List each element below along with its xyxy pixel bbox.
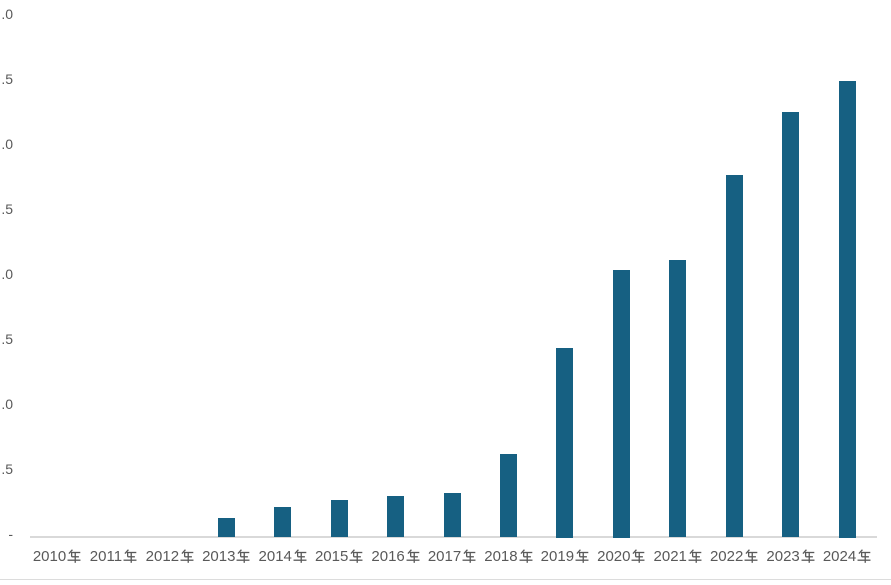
bar-2013年 [217, 517, 235, 538]
x-tick-year-text: 2024 [822, 548, 857, 565]
year-kanji-glyph [632, 549, 645, 563]
year-kanji-glyph [67, 549, 81, 563]
x-tick-year-text: 2013 [202, 548, 236, 565]
bar-2021年 [669, 260, 687, 538]
x-tick-label-2011年: 2011 [85, 547, 141, 566]
year-kanji-glyph [462, 549, 476, 563]
x-tick-label-2014年: 2014 [255, 547, 311, 566]
year-kanji-glyph [180, 549, 194, 563]
x-tick-label-2024年: 2024 [819, 547, 875, 566]
x-tick-label-2018年: 2018 [480, 547, 536, 566]
x-tick-label-2021年: 2021 [650, 547, 706, 566]
bar-2022年 [725, 174, 743, 538]
bar-2015年 [330, 499, 348, 538]
y-tick-label-0: - [8, 526, 13, 542]
bar-2024年 [838, 81, 856, 538]
x-tick-year-text: 2010 [32, 548, 67, 565]
year-kanji-glyph [744, 549, 758, 563]
year-kanji-glyph [857, 549, 871, 563]
bar-2023年 [782, 112, 800, 538]
bar-2014年 [274, 507, 292, 538]
bar-2018年 [499, 454, 517, 538]
x-tick-year-text: 2017 [427, 548, 462, 565]
bar-2019年 [556, 347, 574, 538]
bar-2017年 [443, 493, 461, 538]
y-tick-label-3.5: .5 [1, 71, 13, 87]
x-tick-label-2012年: 2012 [142, 547, 198, 566]
year-kanji-glyph [519, 549, 533, 563]
y-tick-label-3: .0 [1, 136, 13, 152]
y-tick-label-1.5: .5 [1, 331, 13, 347]
x-tick-year-text: 2014 [258, 548, 292, 565]
x-tick-year-text: 2022 [709, 548, 744, 565]
x-tick-year-text: 2023 [766, 548, 800, 565]
y-tick-label-0.5: .5 [1, 461, 13, 477]
x-tick-year-text: 2016 [371, 548, 405, 565]
x-tick-label-2015年: 2015 [311, 547, 367, 566]
year-kanji-glyph [123, 549, 137, 563]
year-kanji-glyph [406, 549, 420, 563]
x-tick-label-2017年: 2017 [424, 547, 480, 566]
bar-2020年 [612, 269, 630, 538]
x-tick-label-2019年: 2019 [537, 547, 593, 566]
x-tick-label-2020年: 2020 [593, 547, 649, 566]
x-tick-label-2010年: 2010 [29, 547, 85, 566]
x-tick-year-text: 2021 [653, 548, 687, 565]
x-tick-year-text: 2012 [145, 548, 180, 565]
x-tick-label-2013年: 2013 [198, 547, 254, 566]
year-kanji-glyph [236, 549, 250, 563]
x-tick-year-text: 2018 [484, 548, 518, 565]
y-tick-label-4: .0 [1, 6, 13, 22]
y-tick-label-2.5: .5 [1, 201, 13, 217]
x-tick-label-2016年: 2016 [368, 547, 424, 566]
x-tick-label-2022年: 2022 [706, 547, 762, 566]
year-kanji-glyph [349, 549, 363, 563]
y-tick-label-1: .0 [1, 396, 13, 412]
year-kanji-glyph [801, 549, 815, 563]
year-kanji-glyph [293, 549, 307, 563]
y-tick-label-2: .0 [1, 266, 13, 282]
year-kanji-glyph [575, 549, 589, 563]
x-tick-year-text: 2020 [597, 548, 631, 565]
x-tick-year-text: 2011 [89, 548, 123, 565]
year-kanji-glyph [688, 549, 702, 563]
x-tick-year-text: 2015 [314, 548, 349, 565]
bar-2016年 [387, 495, 405, 538]
bottom-border-line [0, 579, 891, 580]
x-tick-label-2023年: 2023 [763, 547, 819, 566]
x-tick-year-text: 2019 [540, 548, 575, 565]
